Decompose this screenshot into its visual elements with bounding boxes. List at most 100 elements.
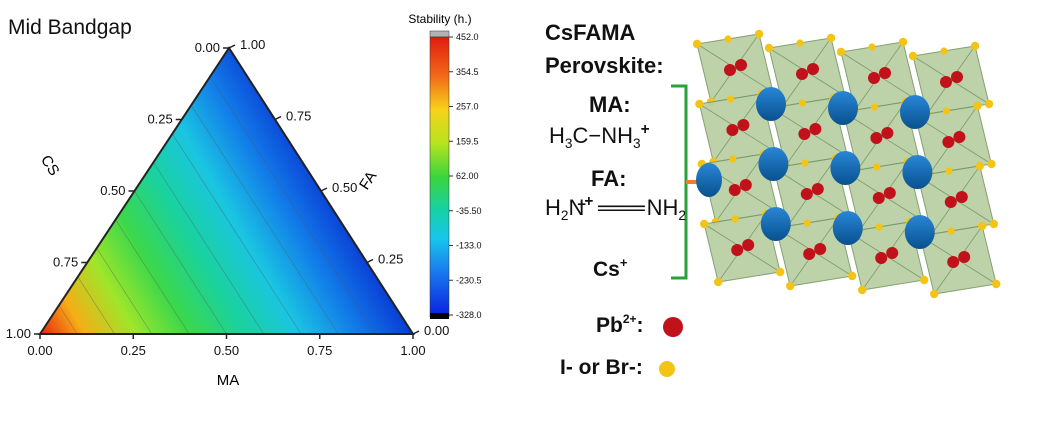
left-tick-label: 1.00 <box>6 326 31 341</box>
halide-atom <box>729 155 737 163</box>
legend-heading: CsFAMA <box>545 20 636 45</box>
pb-atom <box>807 63 819 75</box>
halide-atom <box>987 159 996 169</box>
colorbar: Stability (h.) 452.0 354.5 257.0 159.5 62.00… <box>408 12 481 320</box>
left-tick-label: 0.25 <box>147 112 172 127</box>
bottom-tick-label: 1.00 <box>400 343 425 358</box>
halide-atom <box>947 227 955 235</box>
halide-atom <box>930 289 939 299</box>
a-site-ball <box>828 91 858 125</box>
pb-legend-dot <box>663 317 683 337</box>
halide-atom <box>873 163 881 171</box>
ma-formula: H3C−NH3+ <box>549 121 650 151</box>
pb-atom <box>947 256 960 268</box>
halide-atom <box>940 47 948 55</box>
bottom-tick-label: 0.00 <box>27 343 52 358</box>
pb-atom <box>886 247 899 259</box>
contour-line <box>172 133 302 335</box>
octahedron <box>700 209 785 287</box>
bottom-tick-label: 0.25 <box>121 343 146 358</box>
contour-line <box>190 105 339 335</box>
axis-label-cs: CS <box>37 152 63 179</box>
halide-atom <box>724 35 732 43</box>
halide-atom <box>858 285 867 295</box>
octahedron <box>911 101 996 179</box>
halide-atom <box>992 279 1001 289</box>
halide-atom <box>798 99 807 107</box>
ternary-plot: 0.00 0.25 0.50 0.75 1.00 0.00 0.25 0.50 0.75 1.00… <box>6 37 450 389</box>
contour-line <box>58 305 78 335</box>
halide-atom <box>796 39 804 47</box>
pb-atom <box>800 188 813 200</box>
contour-line <box>96 248 153 335</box>
colorbar-under-swatch <box>430 313 449 319</box>
contour-lines <box>58 76 376 335</box>
halide-atom <box>726 95 735 103</box>
colorbar-tick-label: -35.50 <box>456 206 482 216</box>
pb-atom <box>951 71 963 83</box>
halide-atom <box>942 107 951 115</box>
axis-label-fa: FA <box>356 168 380 193</box>
axis-label-ma: MA <box>217 372 240 389</box>
halide-atom <box>945 167 953 175</box>
pb-atom <box>731 244 744 256</box>
bottom-tick-label: 0.75 <box>307 343 332 358</box>
right-tick <box>366 258 374 264</box>
right-tick <box>412 330 420 335</box>
halide-legend-dot <box>659 361 675 377</box>
halide-atom <box>920 275 929 285</box>
left-tick-label: 0.75 <box>53 255 78 270</box>
halide-atom <box>970 41 980 51</box>
pb-atom <box>811 183 824 195</box>
a-site-ball <box>904 215 935 249</box>
halide-atom <box>898 37 908 47</box>
contour-line <box>134 190 227 335</box>
halide-atom <box>754 29 764 39</box>
pb-atom <box>742 239 755 251</box>
halide-atom <box>836 47 846 57</box>
cs-label: Cs+ <box>593 255 628 281</box>
halide-atom <box>984 99 994 109</box>
halide-atom <box>692 39 702 49</box>
halide-atom <box>908 51 918 61</box>
a-site-ball <box>902 155 933 189</box>
halide-atom <box>975 161 984 171</box>
pb-atom <box>879 67 891 79</box>
colorbar-ticks: 452.0 354.5 257.0 159.5 62.00 -35.50 -133.0 -23… <box>449 32 482 320</box>
contour-line <box>209 76 376 335</box>
right-tick-label: 1.00 <box>240 37 265 52</box>
pb-label: Pb2+: <box>596 312 644 337</box>
right-tick-label: 0.25 <box>378 252 403 267</box>
colorbar-label: Stability (h.) <box>408 12 471 26</box>
right-tick-label: 0.00 <box>424 323 449 338</box>
colorbar-over-swatch <box>429 30 450 38</box>
legend-subheading: Perovskite: <box>545 53 664 78</box>
perovskite-lattice <box>692 29 1001 299</box>
octahedron <box>697 149 782 227</box>
a-site-cation <box>696 163 722 197</box>
a-site-ball <box>830 151 861 185</box>
halide-atom <box>764 43 774 53</box>
a-site-ball <box>832 211 863 245</box>
halide-atom <box>803 219 811 227</box>
colorbar-tick-label: 452.0 <box>456 32 479 42</box>
a-site-ball <box>760 207 791 241</box>
halide-atom <box>848 271 857 281</box>
halide-atom <box>695 99 704 109</box>
ma-label: MA: <box>589 92 631 117</box>
bottom-tick-label: 0.50 <box>214 343 239 358</box>
contour-line <box>77 276 115 335</box>
colorbar-tick-label: -230.5 <box>456 275 482 285</box>
halide-atom <box>801 159 809 167</box>
colorbar-tick-label: -133.0 <box>456 241 482 251</box>
ternary-surface <box>40 48 413 334</box>
pb-atom <box>944 196 957 208</box>
halide-atom <box>776 267 785 277</box>
a-site-ball <box>900 95 930 129</box>
right-tick <box>274 115 282 121</box>
contour-line <box>153 162 265 335</box>
colorbar-tick-label: 159.5 <box>456 136 479 146</box>
right-tick-label: 0.75 <box>286 109 311 124</box>
composition-bracket <box>671 84 688 280</box>
pb-atom <box>955 191 968 203</box>
